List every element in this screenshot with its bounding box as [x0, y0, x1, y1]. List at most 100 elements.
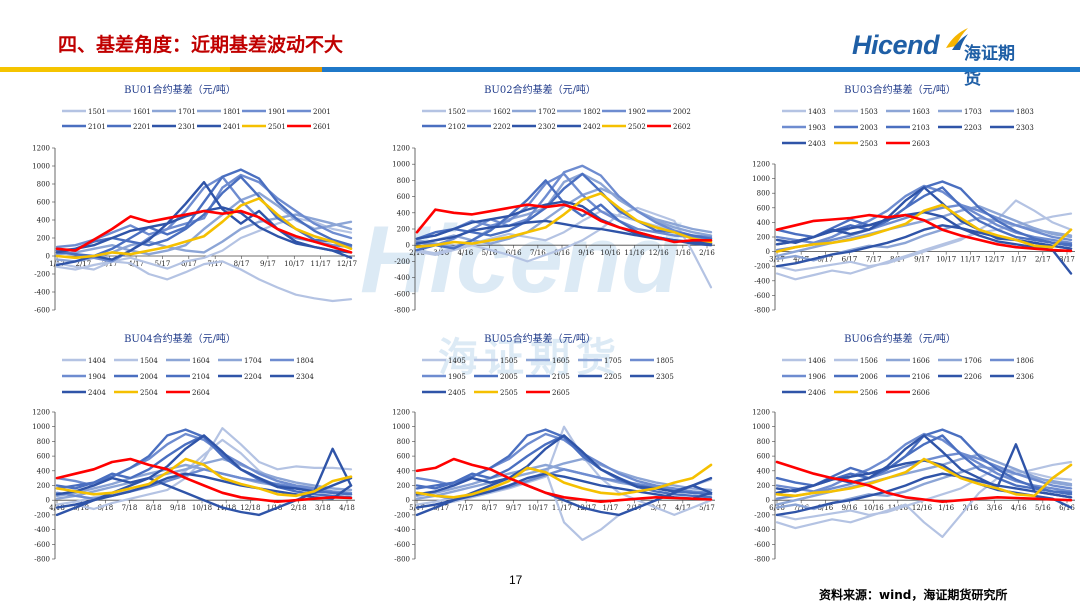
y-tick-label: 1000 — [752, 423, 770, 431]
y-tick-label: 400 — [397, 209, 410, 217]
y-tick-label: -200 — [394, 258, 410, 266]
x-tick-label: 7/16 — [793, 504, 809, 512]
legend-label: 2102 — [448, 123, 466, 131]
legend-label: 1801 — [223, 108, 241, 116]
y-tick-label: -800 — [754, 307, 770, 315]
series-line-2404 — [55, 476, 353, 517]
x-tick-label: 2/16 — [409, 249, 425, 257]
y-tick-label: 800 — [397, 177, 410, 185]
x-tick-label: 5/17 — [817, 256, 833, 264]
legend-label: 1605 — [552, 357, 570, 365]
y-tick-label: -400 — [754, 526, 770, 534]
legend-label: 1506 — [860, 357, 878, 365]
series-line-1604 — [55, 457, 353, 500]
x-tick-label: 5/17 — [155, 260, 171, 268]
chart-title: BU03合约基差（元/吨） — [844, 83, 956, 96]
x-tick-label: 6/17 — [433, 504, 449, 512]
legend-label: 2204 — [244, 373, 262, 381]
chart-title: BU04合约基差（元/吨） — [124, 332, 236, 345]
header-band-orange — [230, 67, 322, 72]
x-tick-label: 10/18 — [192, 504, 212, 512]
series-line-2502 — [415, 192, 713, 249]
y-tick-label: 800 — [397, 438, 410, 446]
x-tick-label: 4/16 — [457, 249, 473, 257]
y-tick-label: 1000 — [752, 175, 770, 183]
legend-label: 2505 — [500, 389, 518, 397]
legend-label: 2605 — [552, 389, 570, 397]
series-line-2606 — [775, 460, 1073, 503]
y-tick-label: 400 — [757, 219, 770, 227]
y-tick-label: 1200 — [32, 409, 50, 417]
legend-label: 2001 — [313, 108, 331, 116]
chart-title: BU05合约基差（元/吨） — [484, 332, 596, 345]
x-tick-label: 2/17 — [75, 260, 91, 268]
y-tick-label: -200 — [34, 271, 50, 279]
y-tick-label: -200 — [394, 511, 410, 519]
x-tick-label: 4/16 — [1011, 504, 1027, 512]
legend-label: 1602 — [493, 108, 511, 116]
legend-label: 1802 — [583, 108, 601, 116]
legend-label: 2206 — [964, 373, 982, 381]
x-tick-label: 8/18 — [146, 504, 162, 512]
chart-title: BU06合约基差（元/吨） — [844, 332, 956, 345]
y-tick-label: 200 — [37, 482, 50, 490]
legend-label: 1805 — [656, 357, 674, 365]
legend-label: 2201 — [133, 123, 151, 131]
legend-label: 1405 — [448, 357, 466, 365]
x-tick-label: 5/18 — [73, 504, 89, 512]
series-line-2605 — [415, 457, 713, 503]
y-tick-label: 1000 — [32, 163, 50, 171]
x-tick-label: 6/16 — [506, 249, 522, 257]
header-band-yellow — [0, 67, 230, 72]
x-tick-label: 7/18 — [122, 504, 138, 512]
y-tick-label: 1200 — [752, 161, 770, 169]
logo-wordmark: Hicend — [852, 30, 940, 60]
y-tick-label: 1000 — [392, 423, 410, 431]
chart-3: BU03合约基差（元/吨） 1403 1503 1603 1703 1803 1903 200… — [752, 83, 1075, 315]
legend-label: 1902 — [628, 108, 646, 116]
x-tick-label: 9/16 — [578, 249, 594, 257]
x-tick-label: 1/17 — [602, 504, 618, 512]
x-tick-label: 3/16 — [987, 504, 1003, 512]
legend-label: 1703 — [964, 108, 982, 116]
y-tick-label: 600 — [757, 204, 770, 212]
x-tick-label: 10/16 — [864, 504, 885, 512]
legend-label: 2501 — [268, 123, 286, 131]
series-line-2504 — [55, 457, 353, 498]
y-tick-label: 600 — [757, 453, 770, 461]
series-line-2601 — [55, 209, 353, 254]
logo-chinese-name: 海证期货 — [964, 44, 1015, 89]
y-tick-label: 600 — [37, 199, 50, 207]
series-line-2205 — [415, 434, 713, 496]
x-tick-label: 7/17 — [457, 504, 473, 512]
x-tick-label: 12/17 — [337, 260, 357, 268]
y-tick-label: -800 — [394, 307, 410, 315]
y-tick-label: 1000 — [32, 423, 50, 431]
x-tick-label: 4/17 — [128, 260, 144, 268]
y-tick-label: -800 — [754, 556, 770, 564]
source-note: 资料来源：wind，海证期货研究所 — [819, 588, 1008, 602]
legend-label: 1503 — [860, 108, 878, 116]
legend-label: 2203 — [964, 124, 982, 132]
x-tick-label: 9/17 — [506, 504, 522, 512]
y-tick-label: 0 — [766, 248, 770, 256]
chart-title: BU01合约基差（元/吨） — [124, 83, 236, 96]
series-line-2204 — [55, 434, 353, 496]
y-tick-label: -200 — [34, 511, 50, 519]
series-line-1502 — [415, 206, 713, 289]
legend-label: 1903 — [808, 124, 826, 132]
x-tick-label: 11/17 — [552, 504, 572, 512]
legend-label: 2006 — [860, 373, 878, 381]
y-tick-label: 400 — [37, 467, 50, 475]
y-tick-label: -200 — [754, 511, 770, 519]
y-tick-label: 0 — [766, 497, 770, 505]
y-tick-label: 200 — [757, 234, 770, 242]
y-tick-label: 0 — [406, 497, 410, 505]
legend-label: 1905 — [448, 373, 466, 381]
y-tick-label: -400 — [34, 526, 50, 534]
y-tick-label: -800 — [394, 556, 410, 564]
x-tick-label: 4/17 — [675, 504, 691, 512]
y-tick-label: -800 — [34, 556, 50, 564]
legend-label: 2202 — [493, 123, 511, 131]
